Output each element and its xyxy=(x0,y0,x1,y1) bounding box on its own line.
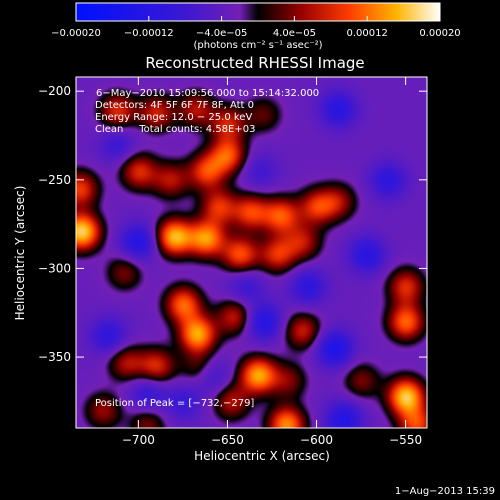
x-tick-label: −550 xyxy=(389,433,422,447)
colorbar-ticks: −0.00020 −0.00012 −4.0e−05 4.0e−05 0.00012 0.… xyxy=(51,16,461,39)
x-axis-label: Heliocentric X (arcsec) xyxy=(194,449,330,463)
annotation-block: 6−May−2010 15:09:56.000 to 15:14:32.000 … xyxy=(95,88,319,135)
y-tick-label: −200 xyxy=(38,84,71,98)
x-tick-label: −600 xyxy=(300,433,333,447)
axis-ticks: −700 −650 −600 −550 −200 −250 −300 −350 xyxy=(38,77,427,447)
plot-frame xyxy=(75,76,428,429)
x-tick-label: −700 xyxy=(122,433,155,447)
peak-position-label: Position of Peak = [−732,−279] xyxy=(95,398,254,409)
colorbar-units: (photons cm⁻² s⁻¹ asec⁻²) xyxy=(193,40,322,51)
annotation-clean-counts: Clean Total counts: 4.58E+03 xyxy=(95,124,255,135)
footer-timestamp: 1−Aug−2013 15:39 xyxy=(395,486,495,497)
colorbar-tick-label: −4.0e−05 xyxy=(196,28,248,39)
chart-title: Reconstructed RHESSI Image xyxy=(145,54,364,72)
annotation-energy-range: Energy Range: 12.0 − 25.0 keV xyxy=(95,112,252,123)
annotation-detectors: Detectors: 4F 5F 6F 7F 8F, Att 0 xyxy=(95,100,254,111)
x-tick-label: −650 xyxy=(211,433,244,447)
colorbar-tick-label: −0.00012 xyxy=(124,28,174,39)
annotation-time-range: 6−May−2010 15:09:56.000 to 15:14:32.000 xyxy=(96,88,319,99)
y-tick-label: −300 xyxy=(38,261,71,275)
y-axis-label: Heliocentric Y (arcsec) xyxy=(13,186,27,321)
colorbar-tick-label: 0.00020 xyxy=(419,28,460,39)
colorbar-tick-label: 0.00012 xyxy=(347,28,388,39)
colorbar: −0.00020 −0.00012 −4.0e−05 4.0e−05 0.00012 0.… xyxy=(51,2,461,51)
y-tick-label: −250 xyxy=(38,173,71,187)
colorbar-gradient xyxy=(75,2,441,22)
colorbar-tick-label: −0.00020 xyxy=(51,28,101,39)
colorbar-tick-label: 4.0e−05 xyxy=(273,28,316,39)
y-tick-label: −350 xyxy=(38,350,71,364)
